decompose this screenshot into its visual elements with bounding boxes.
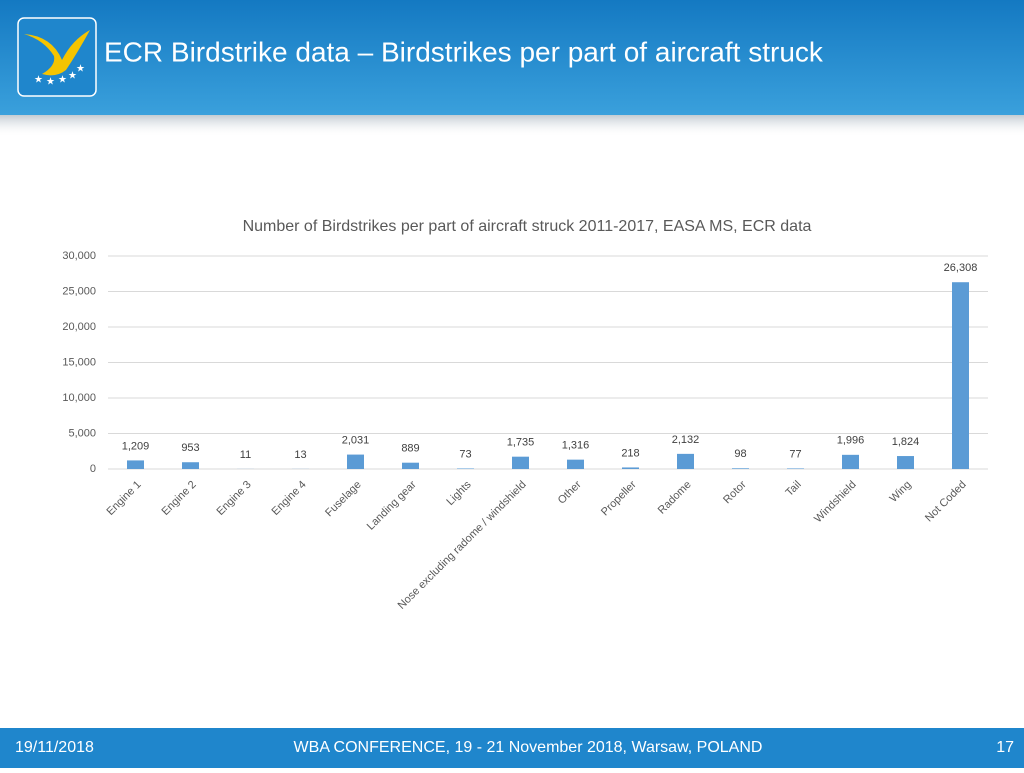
x-tick-label: Wing [887,479,913,505]
bar [457,468,474,469]
x-tick-label: Engine 3 [214,479,253,518]
value-label: 77 [789,448,801,460]
y-tick-label: 10,000 [62,392,96,404]
y-tick-label: 25,000 [62,285,96,297]
chart-title: Number of Birdstrikes per part of aircra… [243,218,812,235]
value-label: 26,308 [944,262,978,274]
value-label: 73 [459,448,471,460]
value-label: 98 [734,448,746,460]
bar [787,468,804,469]
x-tick-label: Windshield [812,479,859,526]
value-label: 953 [181,442,199,454]
footer-event: WBA CONFERENCE, 19 - 21 November 2018, W… [294,739,763,756]
slide-title: ECR Birdstrike data – Birdstrikes per pa… [104,36,824,67]
star: ★ [58,75,67,86]
value-label: 1,735 [507,437,535,449]
value-label: 1,996 [837,435,865,447]
footer-page: 17 [996,739,1014,756]
value-label: 218 [621,447,639,459]
star: ★ [46,77,55,88]
bar [347,455,364,469]
x-tick-label: Fuselage [323,479,363,519]
x-tick-label: Engine 2 [159,479,198,518]
value-label: 13 [294,449,306,461]
value-label: 2,031 [342,434,370,446]
x-tick-label: Not Coded [923,479,969,525]
y-tick-label: 30,000 [62,250,96,262]
star: ★ [34,75,43,86]
x-tick-label: Engine 4 [269,479,308,518]
value-label: 1,209 [122,440,150,452]
x-tick-label: Propeller [599,478,639,518]
bar [842,455,859,469]
x-tick-label: Rotor [721,478,749,506]
x-tick-label: Engine 1 [104,479,143,518]
y-tick-label: 5,000 [68,427,96,439]
bar [952,282,969,469]
y-tick-label: 15,000 [62,356,96,368]
star: ★ [76,64,85,75]
y-tick-label: 0 [90,463,96,475]
header-shadow [0,115,1024,137]
footer-date: 19/11/2018 [15,739,94,756]
bar [622,467,639,469]
bar [897,456,914,469]
value-label: 2,132 [672,434,700,446]
value-label: 11 [240,449,251,461]
bar [182,462,199,469]
value-label: 889 [401,443,419,455]
bar [402,463,419,469]
bar [127,460,144,469]
value-label: 1,316 [562,440,590,452]
value-label: 1,824 [892,436,920,448]
x-tick-label: Lights [444,478,474,508]
bar [567,460,584,469]
y-tick-label: 20,000 [62,321,96,333]
x-tick-label: Other [556,478,584,506]
bar [677,454,694,469]
x-tick-label: Landing gear [365,478,419,532]
x-tick-label: Tail [784,479,804,499]
bar [732,468,749,469]
x-tick-label: Radome [656,479,694,517]
bar [512,457,529,469]
